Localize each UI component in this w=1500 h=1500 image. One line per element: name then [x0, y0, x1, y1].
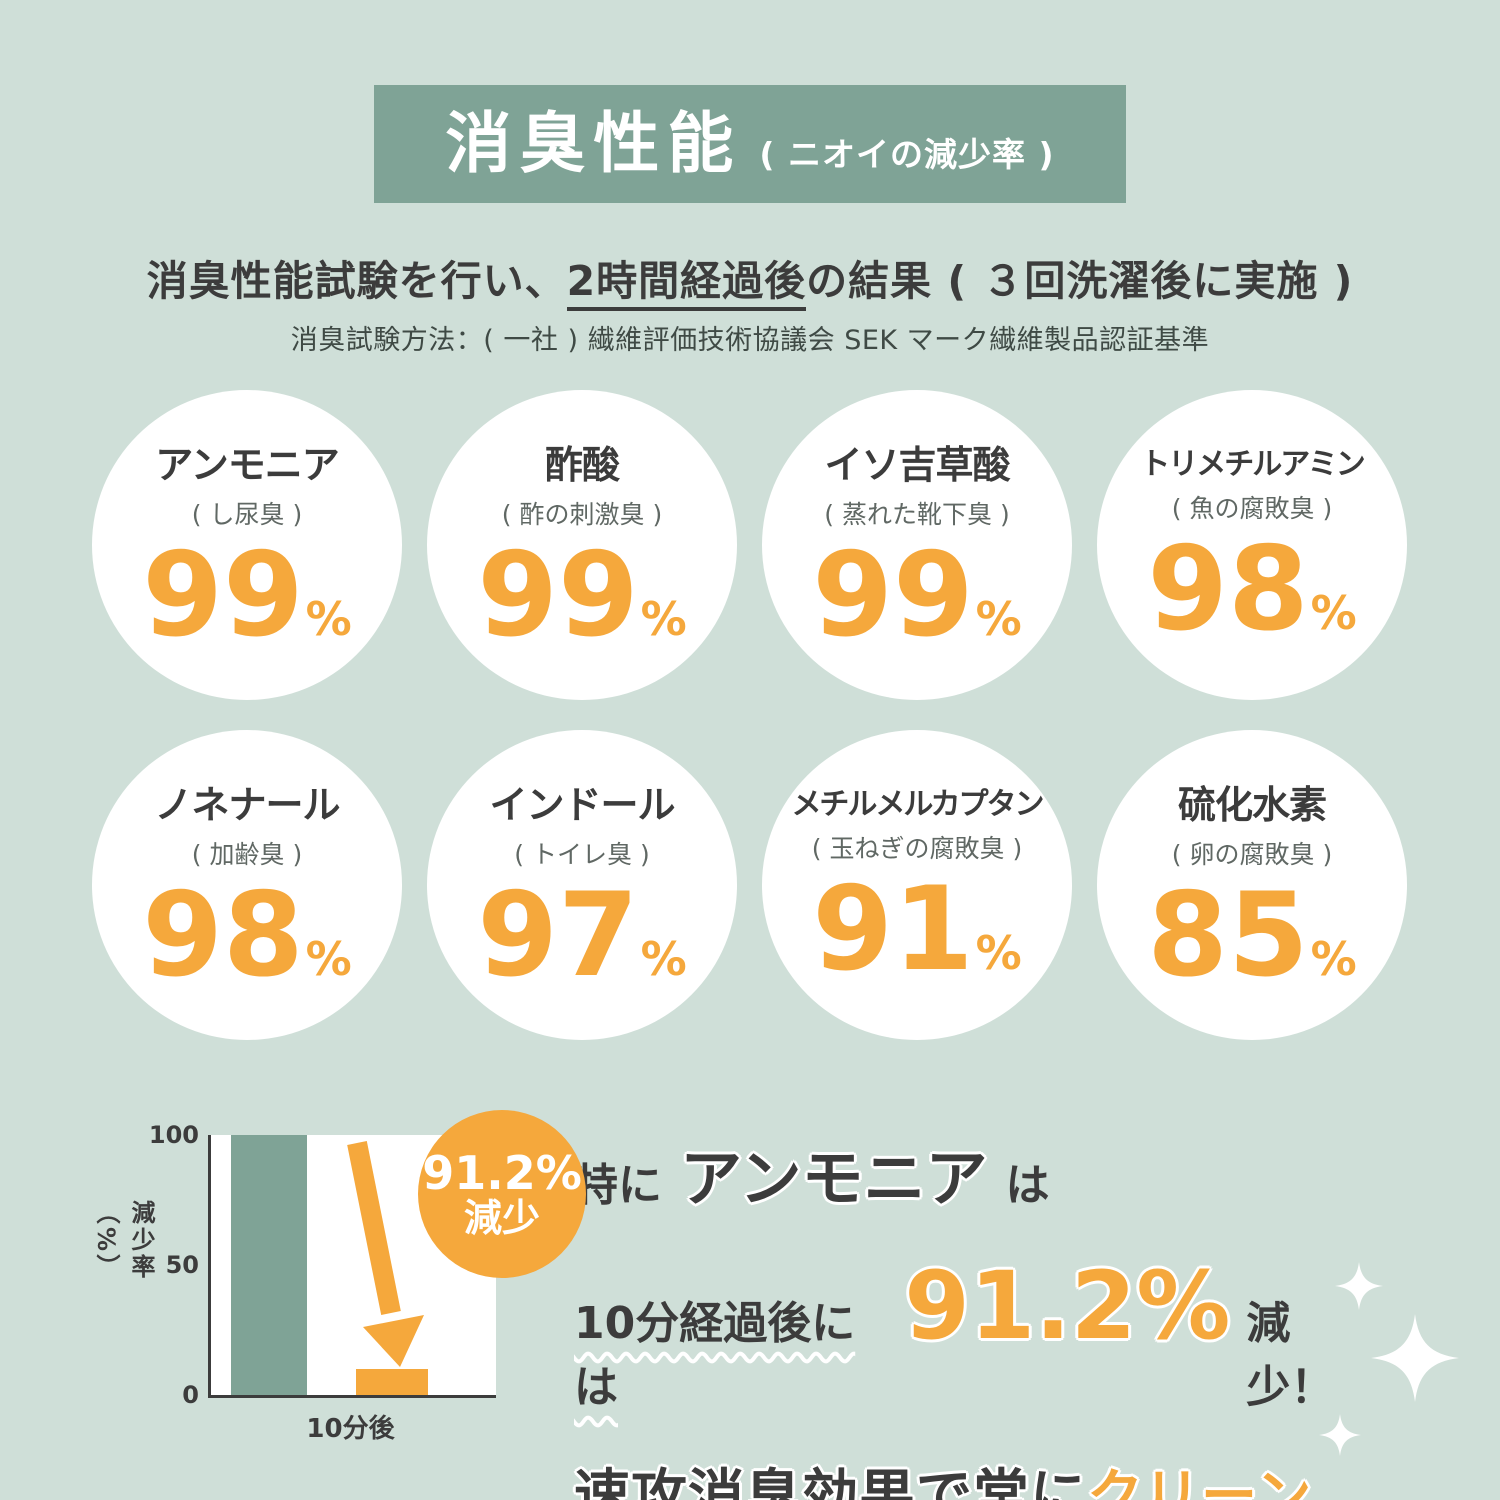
stat-value: 98%: [142, 867, 352, 1003]
percent-sign: %: [975, 926, 1022, 981]
ammonia-reduction-chart: 91.2% 減少 減少率（%） 100 50 0 10分後: [92, 1100, 586, 1500]
test-summary: 消臭性能試験を行い、2時間経過後の結果 ( ３回洗濯後に実施 ): [0, 247, 1500, 311]
stat-name: ノネナール: [154, 782, 340, 827]
percent-sign: %: [1310, 931, 1357, 986]
stat-value: 97%: [477, 867, 687, 1003]
stat-value: 99%: [142, 527, 352, 663]
callout-line-2: 10分経過後には 91.2% 減少！: [574, 1252, 1374, 1415]
stat-circle-trimethylamine: トリメチルアミン ( 魚の腐敗臭 ) 98%: [1097, 390, 1407, 700]
y-tick-0: 0: [182, 1381, 199, 1409]
stat-circle-methyl-mercaptan: メチルメルカプタン ( 玉ねぎの腐敗臭 ) 91%: [762, 730, 1072, 1040]
stat-circle-indole: インドール ( トイレ臭 ) 97%: [427, 730, 737, 1040]
start-value-bar: [231, 1135, 307, 1395]
sparkle-icon: [1371, 1314, 1459, 1402]
stat-value: 99%: [812, 527, 1022, 663]
stat-number: 85: [1147, 867, 1309, 1003]
page-title: 消臭性能: [445, 105, 742, 182]
stat-name: インドール: [489, 782, 675, 827]
stat-note: ( 蒸れた靴下臭 ): [824, 499, 1010, 529]
page-subtitle: ( ニオイの減少率 ): [759, 135, 1055, 174]
down-arrow-icon: [347, 1141, 424, 1367]
badge-label: 減少: [463, 1196, 540, 1241]
badge-value: 91.2%: [422, 1145, 582, 1200]
test-method-note: 消臭試験方法：( 一社 ) 繊維評価技術協議会 SEK マーク繊維製品認証基準: [290, 325, 1210, 356]
title-banner: 消臭性能 ( ニオイの減少率 ): [374, 85, 1126, 203]
callout-l3-pre: 速攻消臭効果で常に: [574, 1464, 1087, 1500]
percent-sign: %: [975, 591, 1022, 646]
stats-grid: アンモニア ( し尿臭 ) 99% 酢酸 ( 酢の刺激臭 ) 99% イソ吉草酸…: [92, 390, 1408, 1040]
stat-number: 91: [812, 862, 974, 998]
callout-l1-post: は: [1005, 1160, 1050, 1211]
stat-name: トリメチルアミン: [1140, 447, 1365, 483]
sparkle-icon: [1335, 1262, 1383, 1310]
callout-l2-pre: 10分経過後には: [574, 1298, 856, 1413]
stat-note: ( し尿臭 ): [191, 499, 303, 529]
callout-line-1: 特に アンモニア は: [574, 1128, 1374, 1218]
y-tick-50: 50: [165, 1251, 199, 1279]
stat-circle-ammonia: アンモニア ( し尿臭 ) 99%: [92, 390, 402, 700]
stat-circle-acetic-acid: 酢酸 ( 酢の刺激臭 ) 99%: [427, 390, 737, 700]
test-summary-pre: 消臭性能試験を行い、: [146, 257, 567, 305]
stat-note: ( トイレ臭 ): [514, 839, 650, 869]
callout-l3-emphasis: クリーン: [1087, 1464, 1313, 1500]
callout-line-3: 速攻消臭効果で常に クリーン: [574, 1451, 1374, 1500]
callout-l2-value: 91.2%: [904, 1252, 1231, 1361]
stat-circle-isovaleric-acid: イソ吉草酸 ( 蒸れた靴下臭 ) 99%: [762, 390, 1072, 700]
stat-note: ( 卵の腐敗臭 ): [1171, 839, 1333, 869]
stat-name: アンモニア: [155, 442, 339, 487]
stat-circle-nonenal: ノネナール ( 加齢臭 ) 98%: [92, 730, 402, 1040]
stat-name: 酢酸: [544, 442, 620, 487]
stat-name: イソ吉草酸: [824, 442, 1010, 487]
stat-number: 99: [477, 527, 639, 663]
percent-sign: %: [640, 931, 687, 986]
callout-l2-post: 減少！: [1246, 1298, 1335, 1413]
sparkle-icon: [1319, 1414, 1361, 1456]
test-summary-underlined: 2時間経過後: [566, 257, 807, 311]
stat-number: 99: [142, 527, 304, 663]
percent-sign: %: [305, 931, 352, 986]
stat-value: 91%: [812, 869, 1022, 991]
after-10min-bar: [356, 1369, 428, 1395]
x-axis-label: 10分後: [306, 1414, 395, 1444]
reduction-badge: 91.2% 減少: [418, 1110, 586, 1278]
stat-number: 97: [477, 867, 639, 1003]
stat-note: ( 魚の腐敗臭 ): [1171, 494, 1333, 524]
stat-circle-hydrogen-sulfide: 硫化水素 ( 卵の腐敗臭 ) 85%: [1097, 730, 1407, 1040]
test-summary-post: の結果 ( ３回洗濯後に実施 ): [806, 257, 1354, 305]
y-axis-title: 減少率（%）: [92, 1200, 155, 1282]
percent-sign: %: [640, 591, 687, 646]
stat-note: ( 加齢臭 ): [191, 839, 303, 869]
stat-value: 85%: [1147, 867, 1357, 1003]
percent-sign: %: [1310, 586, 1357, 641]
sparkles: [1313, 1262, 1478, 1477]
callout-l1-emphasis: アンモニア: [680, 1142, 988, 1215]
stat-number: 98: [142, 867, 304, 1003]
stat-number: 99: [812, 527, 974, 663]
stat-name: メチルメルカプタン: [791, 787, 1044, 823]
bottom-section: 91.2% 減少 減少率（%） 100 50 0 10分後 特に アンモニア: [92, 1100, 1374, 1500]
stat-value: 99%: [477, 527, 687, 663]
callout-text: 特に アンモニア は 10分経過後には 91.2% 減少！ 速攻消臭効果で常にク…: [574, 1100, 1374, 1500]
stat-name: 硫化水素: [1177, 782, 1327, 827]
callout-l1-pre: 特に: [574, 1160, 662, 1211]
y-tick-100: 100: [148, 1121, 199, 1149]
percent-sign: %: [305, 591, 352, 646]
stat-note: ( 酢の刺激臭 ): [501, 499, 663, 529]
stat-value: 98%: [1147, 529, 1357, 651]
stat-number: 98: [1147, 522, 1309, 658]
stat-note: ( 玉ねぎの腐敗臭 ): [811, 834, 1023, 864]
